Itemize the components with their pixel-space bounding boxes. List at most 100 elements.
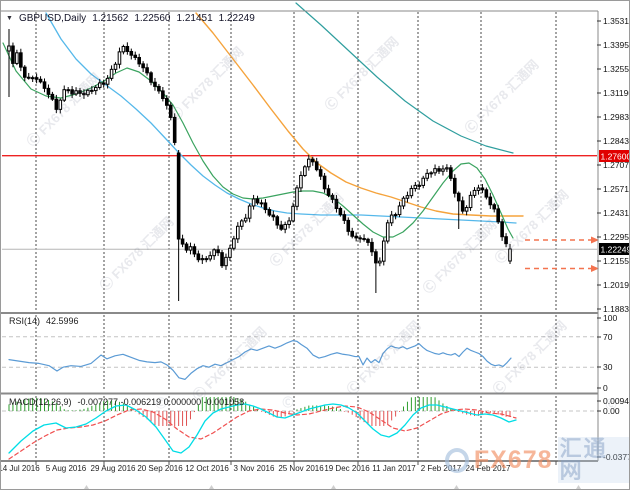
candle-body (15, 52, 19, 64)
macd-axis-label: -0.037797 (603, 452, 630, 462)
bottom-marker (454, 485, 459, 489)
candle-body (409, 188, 414, 197)
high-value: 1.22560 (134, 13, 171, 24)
date-axis-label[interactable]: 2 Feb 2017 (421, 464, 462, 473)
candle-body (50, 93, 55, 100)
date-axis-label[interactable]: 24 Feb 2017 (466, 464, 511, 473)
candle-body (271, 214, 276, 218)
candle-body (326, 188, 331, 196)
candle-body (480, 187, 485, 191)
candle-body (105, 77, 110, 85)
date-axis-label[interactable]: 11 Jan 2017 (372, 464, 416, 473)
resistance-price-tag (599, 150, 629, 162)
bottom-marker (209, 485, 214, 489)
price-alert-arrowhead (591, 236, 599, 244)
current-price-tag-text: 1.22249 (601, 245, 630, 255)
candle-body (74, 90, 78, 95)
candle-body (362, 238, 366, 241)
candle-body (263, 202, 268, 211)
candle-body (239, 220, 244, 227)
date-axis-label[interactable]: 19 Dec 2016 (324, 464, 370, 473)
candle-body (464, 207, 469, 212)
candle-body (243, 217, 248, 222)
candle-body (279, 224, 284, 230)
date-axis-label[interactable]: 20 Sep 2016 (137, 464, 183, 473)
candle-body (82, 92, 86, 96)
price-axis-label: 1.27070 (603, 160, 630, 170)
symbol-period-label: GBPUSD,Daily (18, 13, 87, 24)
candle-body (358, 237, 362, 240)
candle-body (157, 85, 161, 92)
candle-body (97, 82, 102, 88)
rsi-label: RSI(14) 42.5996 (9, 316, 79, 326)
candle-body (224, 256, 228, 267)
price-axis-label: 1.21550 (603, 256, 630, 266)
price-axis-label: 1.33950 (603, 40, 630, 50)
candle-body (192, 246, 197, 255)
candle-body (310, 158, 315, 163)
candle-body (62, 89, 67, 101)
candle-body (441, 168, 445, 172)
candle-body (38, 78, 43, 83)
current-price-tag (599, 243, 629, 255)
candle-body (303, 166, 307, 176)
candle-body (236, 225, 240, 240)
candle-body (275, 216, 280, 226)
candle-body (267, 209, 272, 216)
candle-body (46, 87, 51, 95)
candle-body (66, 89, 70, 92)
candle-body (417, 184, 422, 187)
candle-body (11, 45, 15, 64)
candle-body (354, 235, 358, 239)
candle-body (58, 99, 63, 110)
price-axis-label: 1.35310 (603, 16, 630, 26)
candle-body (452, 177, 457, 194)
candle-body (93, 86, 98, 92)
macd-axis-label: 0.00 (603, 406, 620, 416)
candle-body (208, 255, 212, 260)
bottom-marker (576, 485, 581, 489)
candle-body (184, 243, 189, 251)
open-value: 1.21562 (92, 13, 129, 24)
date-axis-label[interactable]: 5 Aug 2016 (46, 464, 87, 473)
price-axis-label: 1.18830 (603, 304, 630, 314)
macd-axis-label: 0.009456 (603, 396, 630, 406)
price-axis-label: 1.25710 (603, 184, 630, 194)
candle-body (299, 174, 303, 189)
price-axis-label: 1.29830 (603, 112, 630, 122)
candle-body (78, 90, 82, 94)
candle-body (172, 116, 177, 143)
candle-body (460, 200, 465, 212)
candle-body (168, 104, 173, 118)
candle-body (504, 236, 508, 245)
candle-body (109, 68, 114, 79)
candle-body (366, 238, 370, 243)
price-axis-label: 1.22950 (603, 232, 630, 242)
date-axis-label[interactable]: 12 Oct 2016 (185, 464, 229, 473)
macd-main-line (8, 403, 517, 454)
candle-body (212, 249, 216, 257)
bottom-marker (84, 485, 89, 489)
price-axis-label: 1.28430 (603, 136, 630, 146)
candle-body (54, 98, 59, 110)
candle-body (291, 205, 295, 222)
date-axis-label[interactable]: 3 Nov 2016 (234, 464, 275, 473)
rsi-line (8, 340, 512, 380)
candle-body (117, 51, 122, 65)
candle-body (121, 45, 126, 53)
collapse-chart-icon[interactable]: ▼ (6, 15, 13, 22)
candle-body (176, 152, 181, 240)
date-axis-label[interactable]: 29 Aug 2016 (91, 464, 136, 473)
date-axis-label[interactable]: 25 Nov 2016 (278, 464, 324, 473)
candle-body (283, 223, 287, 230)
candle-body (101, 82, 106, 85)
candle-body (314, 161, 319, 171)
candle-body (330, 194, 335, 200)
candle-body (413, 184, 418, 190)
candle-body (445, 167, 449, 170)
date-axis-label[interactable]: 14 Jul 2016 (1, 464, 40, 473)
candle-body (472, 189, 477, 196)
price-axis-label: 1.20190 (603, 280, 630, 290)
